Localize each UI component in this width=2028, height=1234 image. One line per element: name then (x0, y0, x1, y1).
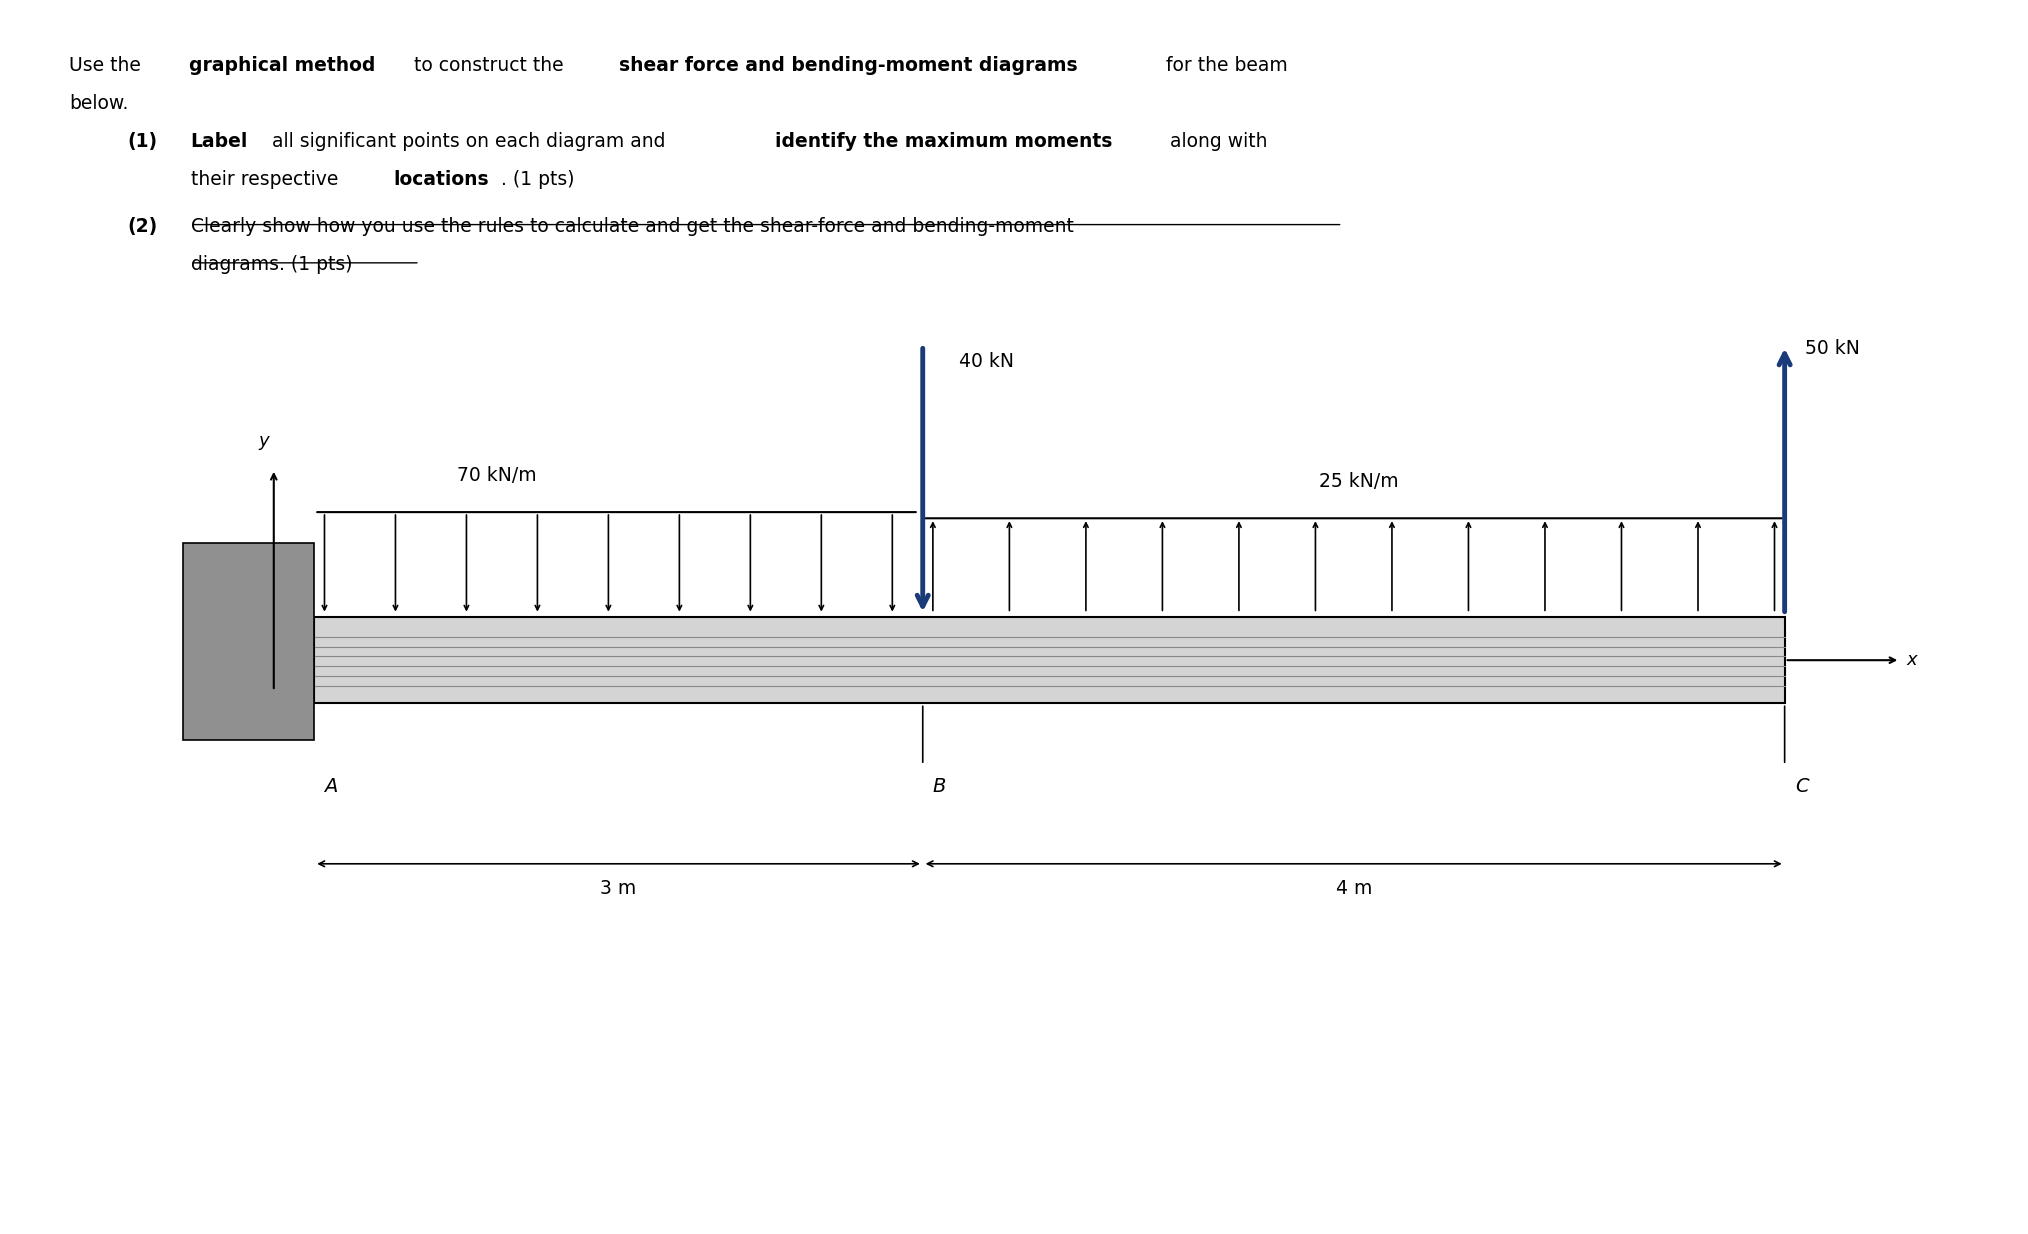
Text: B: B (933, 777, 947, 796)
Text: 25 kN/m: 25 kN/m (1318, 473, 1399, 491)
Text: shear force and bending-moment diagrams: shear force and bending-moment diagrams (619, 56, 1077, 74)
Bar (183, 543, 314, 740)
Text: graphical method: graphical method (189, 56, 375, 74)
Text: 3 m: 3 m (600, 879, 637, 897)
Text: Use the: Use the (69, 56, 146, 74)
Text: for the beam: for the beam (1160, 56, 1288, 74)
Text: . (1 pts): . (1 pts) (501, 170, 574, 189)
Text: Clearly show how you use the rules to calculate and get the shear-force and bend: Clearly show how you use the rules to ca… (191, 217, 1073, 236)
Bar (314, 617, 1785, 703)
Text: (2): (2) (128, 217, 158, 236)
Text: locations: locations (393, 170, 489, 189)
Text: to construct the: to construct the (408, 56, 570, 74)
Text: C: C (1795, 777, 1809, 796)
Text: 4 m: 4 m (1336, 879, 1371, 897)
Text: their respective: their respective (191, 170, 345, 189)
Text: (1): (1) (128, 132, 158, 151)
Text: all significant points on each diagram and: all significant points on each diagram a… (266, 132, 671, 151)
Text: identify the maximum moments: identify the maximum moments (775, 132, 1111, 151)
Text: x: x (1906, 652, 1916, 669)
Text: 40 kN: 40 kN (959, 352, 1014, 370)
Text: below.: below. (69, 94, 128, 112)
Text: 50 kN: 50 kN (1805, 339, 1860, 358)
Text: diagrams. (1 pts): diagrams. (1 pts) (191, 255, 353, 274)
Text: y: y (258, 432, 270, 450)
Text: 70 kN/m: 70 kN/m (456, 466, 537, 485)
Text: Label: Label (191, 132, 247, 151)
Text: A: A (324, 777, 339, 796)
Text: along with: along with (1164, 132, 1268, 151)
